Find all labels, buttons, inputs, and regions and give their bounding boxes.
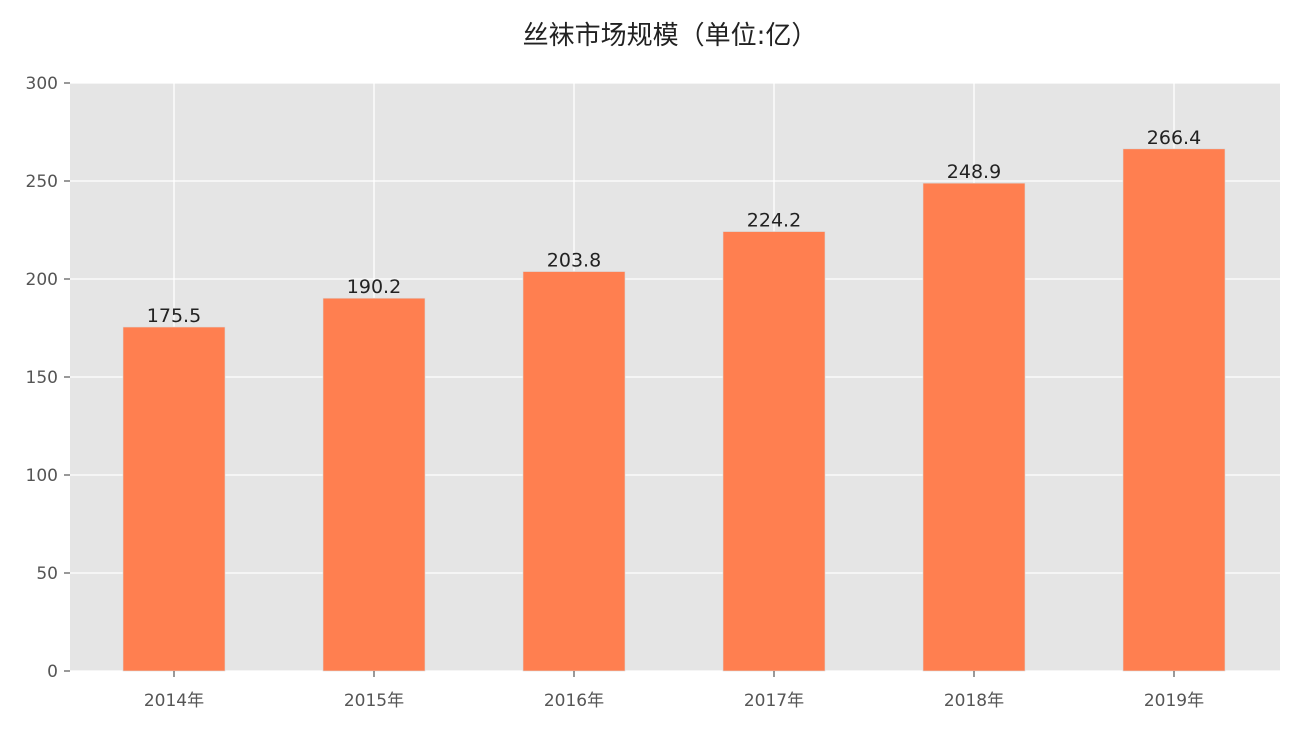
bar-2017年 bbox=[722, 231, 826, 672]
data-label: 175.5 bbox=[147, 305, 201, 327]
y-tick-label: 200 bbox=[26, 270, 58, 290]
data-label: 224.2 bbox=[747, 210, 801, 232]
chart-title: 丝袜市场规模（单位:亿） bbox=[523, 21, 818, 51]
bar-2014年 bbox=[122, 326, 226, 672]
x-tick-label: 2018年 bbox=[944, 691, 1004, 711]
y-tick-label: 300 bbox=[26, 74, 58, 94]
x-tick-label: 2015年 bbox=[344, 691, 404, 711]
bar-2016年 bbox=[522, 271, 626, 672]
data-label: 203.8 bbox=[547, 250, 601, 272]
y-tick-label: 0 bbox=[47, 662, 58, 682]
data-label: 190.2 bbox=[347, 276, 401, 298]
bar-2018年 bbox=[922, 182, 1026, 672]
x-tick-label: 2019年 bbox=[1144, 691, 1204, 711]
x-tick-label: 2017年 bbox=[744, 691, 804, 711]
y-tick-label: 250 bbox=[26, 172, 58, 192]
y-tick-label: 150 bbox=[26, 368, 58, 388]
data-label: 266.4 bbox=[1147, 127, 1201, 149]
y-tick-label: 50 bbox=[36, 564, 58, 584]
bar-2019年 bbox=[1122, 148, 1226, 672]
data-label: 248.9 bbox=[947, 161, 1001, 183]
x-tick-label: 2014年 bbox=[144, 691, 204, 711]
bar-2015年 bbox=[322, 297, 426, 672]
y-tick-label: 100 bbox=[26, 466, 58, 486]
x-tick-label: 2016年 bbox=[544, 691, 604, 711]
